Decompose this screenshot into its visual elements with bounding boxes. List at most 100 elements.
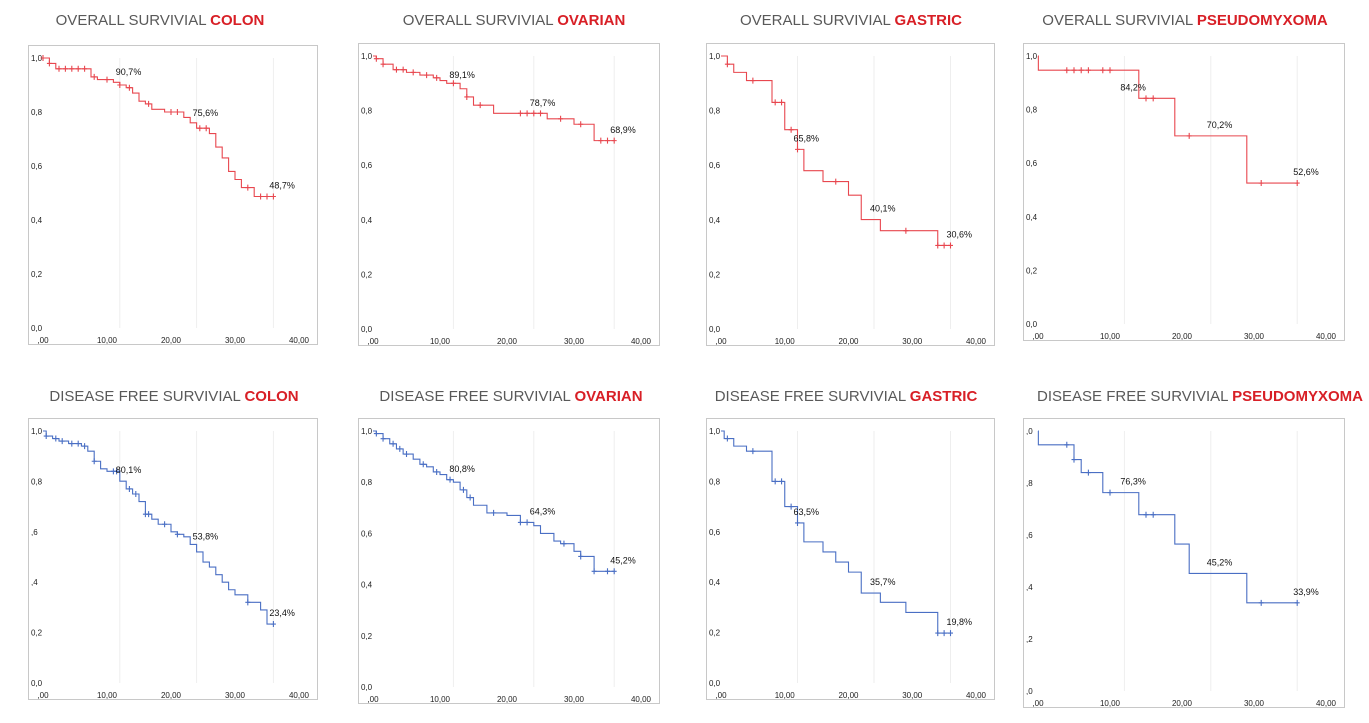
censor-mark [724,435,730,442]
censor-mark [1100,67,1106,74]
survival-rate-label: 75,6% [193,108,219,118]
censor-mark [941,630,947,637]
x-tick-label: 20,00 [497,337,518,346]
x-tick-label: 30,00 [225,336,246,345]
y-tick-label: 1,0 [709,427,721,436]
censor-mark [779,478,785,485]
x-tick-label: ,00 [37,691,49,700]
censor-mark [538,110,543,117]
censor-mark [450,80,456,87]
censor-mark [1064,441,1070,448]
censor-mark [69,440,75,447]
x-tick-label: 10,00 [775,691,796,700]
x-tick-label: 20,00 [838,337,859,346]
chart-title: OVERALL SURVIVIAL COLON [56,12,265,29]
censor-mark [404,451,409,458]
plot-area: 0,0 0,2 0,4 0,6 0,8 1,0 ,00 10,00 20,00 30,00 40,0… [1023,43,1345,341]
survival-rate-label: 63,5% [794,507,820,517]
censor-mark [1085,67,1091,74]
censor-mark [43,433,49,440]
censor-mark [941,242,947,249]
censor-mark [46,60,52,67]
survival-curve [721,430,951,634]
censor-mark [59,438,65,445]
plot-area: 0,0 0,2 0,4 0,6 0,8 1,0 ,00 10,00 20,00 30,00 40,0… [358,43,660,346]
x-tick-label: 20,00 [161,691,182,700]
y-tick-label: ,8 [1026,479,1033,488]
censor-mark [245,184,251,191]
chart-title: DISEASE FREE SURVIVIAL PSEUDOMYXOMA [1037,388,1363,405]
survival-rate-label: 80,1% [116,465,142,475]
x-tick-label: 40,00 [1316,699,1337,708]
x-tick-label: ,00 [715,691,727,700]
y-tick-label: 0,8 [361,107,373,116]
censor-mark [390,440,396,447]
y-tick-label: 1,0 [31,54,43,63]
survival-rate-label: 52,6% [1293,167,1319,177]
y-tick-label: 0,2 [31,270,43,279]
x-tick-label: 10,00 [97,336,118,345]
survival-rate-label: 64,3% [530,506,556,516]
chart-title-prefix: OVERALL SURVIVIAL [739,12,891,29]
y-tick-label: 0,2 [361,270,373,279]
y-tick-label: 0,8 [361,478,373,487]
censor-mark [264,193,270,200]
plot-area: 0,0 0,2 0,4 0,6 0,8 1,0 ,00 10,00 20,00 30,00 40,0… [28,45,318,345]
chart-title-prefix: OVERALL SURVIVIAL [1042,12,1193,29]
censor-mark [1294,599,1300,606]
survival-rate-label: 35,7% [870,577,896,587]
censor-mark [424,72,430,79]
censor-mark [393,66,399,73]
censor-mark [174,531,180,538]
y-tick-label: 0,4 [1026,213,1038,222]
censor-mark [40,55,46,61]
censor-mark [833,178,839,185]
x-tick-label: 30,00 [902,337,923,346]
censor-mark [935,630,941,637]
survival-curve [373,430,615,572]
x-tick-label: 20,00 [1172,332,1193,341]
survival-rate-label: 76,3% [1120,477,1146,487]
km-chart-svg: 0,0 0,2 0,4 0,6 0,8 1,0 ,00 10,00 20,00 30,00 40,0… [709,427,987,700]
y-tick-label: 0,0 [31,679,43,688]
y-tick-label: 0,6 [709,528,721,537]
y-tick-label: ,6 [31,528,38,537]
survival-curve [1037,55,1298,184]
chart-title-highlight: COLON [244,388,299,405]
km-chart-svg: 0,0 0,2 ,4 ,6 0,8 1,0 ,00 10,00 20,00 30,00 40,00 8… [31,427,310,700]
censor-mark [380,61,386,68]
chart-title: DISEASE FREE SURVIVIAL GASTRIC [715,388,978,405]
chart-title-prefix: DISEASE FREE SURVIVIAL [379,388,571,405]
km-chart-svg: 0,0 0,2 0,4 0,6 0,8 1,0 ,00 10,00 20,00 30,00 40,0… [31,54,310,345]
censor-mark [62,65,68,72]
censor-mark [53,435,59,442]
survival-rate-label: 48,7% [269,181,295,191]
censor-mark [146,100,152,107]
y-tick-label: 1,0 [709,52,721,61]
censor-mark [1150,511,1156,518]
y-tick-label: 1,0 [361,52,373,61]
chart-title-highlight: COLON [210,12,265,29]
censor-mark [114,468,120,475]
chart-title-highlight: PSEUDOMYXOMA [1232,388,1363,405]
x-tick-label: 40,00 [631,695,652,704]
x-tick-label: ,00 [37,336,49,345]
x-tick-label: 40,00 [966,691,987,700]
censor-mark [477,102,483,109]
censor-mark [935,242,941,249]
y-tick-label: 0,2 [31,629,43,638]
censor-mark [69,65,75,72]
censor-mark [464,93,470,100]
survival-curve [373,55,615,142]
censor-mark [948,630,953,637]
chart-title-prefix: OVERALL SURVIVIAL [402,12,554,29]
y-tick-label: 0,6 [361,529,373,538]
x-tick-label: 10,00 [1100,332,1121,341]
censor-mark [750,448,756,455]
survival-rate-label: 40,1% [870,204,896,214]
y-tick-label: ,4 [31,578,38,587]
censor-mark [162,521,168,528]
survival-rate-label: 90,7% [116,67,142,77]
censor-mark [75,440,81,447]
y-tick-label: 0,4 [709,578,721,587]
